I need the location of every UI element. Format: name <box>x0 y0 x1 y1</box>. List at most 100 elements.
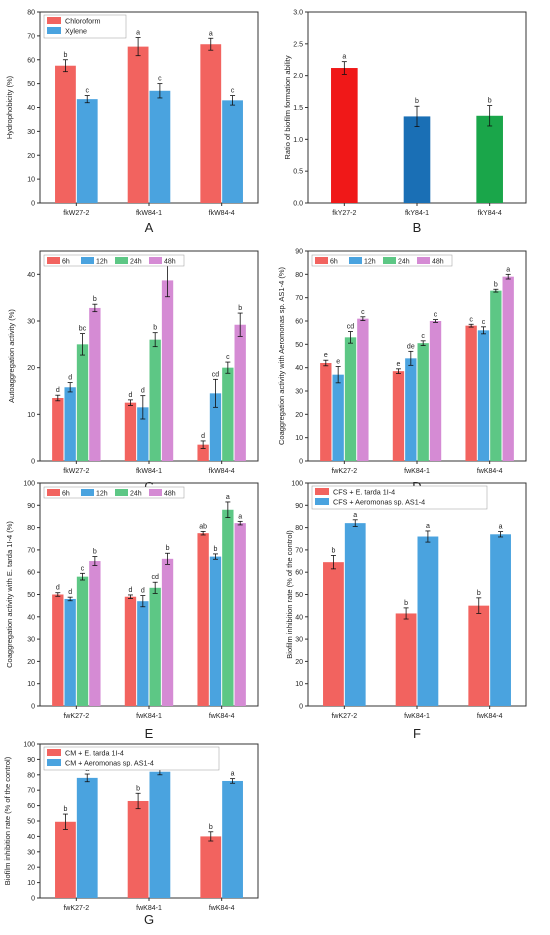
panel-letter: C <box>144 479 153 494</box>
significance-letter: c <box>361 309 365 316</box>
y-tick-label: 40 <box>295 614 303 621</box>
significance-letter: a <box>136 30 140 37</box>
y-axis-label: Ratio of biofilm formation ability <box>283 55 292 159</box>
bar <box>209 556 222 706</box>
y-tick-label: 90 <box>295 249 303 256</box>
bar <box>392 371 405 461</box>
x-tick-label: fkW84-1 <box>136 468 162 475</box>
x-tick-label: fkW27-2 <box>63 468 89 475</box>
y-tick-label: 60 <box>295 570 303 577</box>
y-tick-label: 1.5 <box>293 105 303 112</box>
bar <box>477 330 490 461</box>
legend-swatch <box>315 488 329 495</box>
y-tick-label: 30 <box>295 637 303 644</box>
bar <box>234 523 246 706</box>
bar <box>476 115 503 203</box>
bar <box>209 393 222 461</box>
x-tick-label: fwK84-4 <box>477 468 503 475</box>
x-axis: fwK27-2 fwK84-1 fwK84-4 <box>63 706 235 720</box>
bar <box>89 307 101 461</box>
y-tick-label: 90 <box>27 757 35 764</box>
y-tick-label: 20 <box>27 659 35 666</box>
chart-panel-a: 0 10 20 30 40 50 60 70 80 Hydrophobicity (%) fkW27… <box>5 10 259 235</box>
y-tick-label: 60 <box>27 803 35 810</box>
significance-letter: de <box>407 343 415 350</box>
y-axis-label: Coaggregation activity with E. tarda 1I-… <box>5 521 14 668</box>
x-tick-label: fkY27-2 <box>332 210 356 217</box>
legend-swatch <box>115 257 128 264</box>
significance-letter: b <box>477 590 481 597</box>
legend-swatch <box>47 489 60 496</box>
legend-label: 12h <box>96 491 108 498</box>
y-tick-label: 0 <box>299 459 303 466</box>
y-tick-label: 10 <box>295 435 303 442</box>
y-tick-label: 90 <box>27 503 35 510</box>
legend-swatch <box>383 257 396 264</box>
y-tick-label: 50 <box>27 819 35 826</box>
y-tick-label: 30 <box>27 129 35 136</box>
legend-swatch <box>47 749 61 756</box>
y-tick-label: 100 <box>23 742 35 749</box>
significance-letter: b <box>63 52 67 59</box>
legend-box <box>43 254 185 267</box>
significance-letter: a <box>342 54 346 61</box>
legend-label: 6h <box>330 259 338 266</box>
bar <box>222 509 234 706</box>
bar <box>200 836 222 898</box>
x-axis: fwK27-2 fwK84-1 fwK84-4 <box>63 898 235 912</box>
y-tick-label: 100 <box>23 481 35 488</box>
bar <box>149 771 171 898</box>
significance-letter: d <box>129 392 133 399</box>
legend-swatch <box>149 257 162 264</box>
bar <box>161 558 174 706</box>
y-tick-label: 20 <box>27 865 35 872</box>
y-tick-label: 0 <box>31 896 35 903</box>
bar <box>468 605 490 706</box>
bar <box>149 587 161 706</box>
bar <box>124 402 137 461</box>
legend: 6h 12h 24h 48h <box>43 486 185 499</box>
significance-letter: ab <box>199 523 207 530</box>
chart-panel-c: 0 10 20 30 40 Autoaggregation activity (%) fkW… <box>7 250 259 494</box>
x-tick-label: fwK84-1 <box>404 713 430 720</box>
y-tick-label: 50 <box>295 592 303 599</box>
legend-label: CM + E. tarda 1I-4 <box>65 749 124 758</box>
significance-letter: cd <box>347 324 355 331</box>
significance-letter: b <box>494 281 498 288</box>
legend-swatch <box>47 257 60 264</box>
significance-letter: b <box>209 824 213 831</box>
x-tick-label: fkY84-1 <box>405 210 429 217</box>
bar <box>405 358 417 461</box>
y-tick-label: 10 <box>27 412 35 419</box>
legend-box <box>43 746 220 771</box>
chart-panel-b: 0.0 0.5 1.0 1.5 2.0 2.5 3.0 Ratio of biofilm fo… <box>283 10 527 235</box>
legend-label: 24h <box>130 259 142 266</box>
y-axis-label: Hydrophobicity (%) <box>5 75 14 139</box>
panel-letter: F <box>413 726 421 741</box>
bar <box>417 536 439 706</box>
x-tick-label: fwK84-4 <box>209 905 235 912</box>
bar <box>465 325 477 461</box>
legend: 6h 12h 24h 48h <box>311 254 453 267</box>
significance-letter: b <box>415 98 419 105</box>
bar <box>149 90 171 203</box>
significance-letter: a <box>238 513 242 520</box>
y-tick-label: 20 <box>295 659 303 666</box>
x-tick-label: fkW84-4 <box>209 210 235 217</box>
bar <box>502 276 514 461</box>
x-tick-label: fwK84-1 <box>136 905 162 912</box>
bar <box>429 321 442 461</box>
chart-panel-d: 0 10 20 30 40 50 60 70 80 90 Coaggregation activit… <box>277 249 527 494</box>
significance-letter: b <box>404 600 408 607</box>
y-tick-label: 70 <box>295 547 303 554</box>
x-tick-label: fwK27-2 <box>331 713 357 720</box>
significance-letter: a <box>426 523 430 530</box>
panel-letter: E <box>145 726 154 741</box>
bar <box>52 398 64 461</box>
y-tick-label: 40 <box>295 365 303 372</box>
y-tick-label: 2.5 <box>293 41 303 48</box>
x-axis: fwK27-2 fwK84-1 fwK84-4 <box>331 461 503 475</box>
bar <box>222 100 243 203</box>
significance-letter: b <box>488 98 492 105</box>
